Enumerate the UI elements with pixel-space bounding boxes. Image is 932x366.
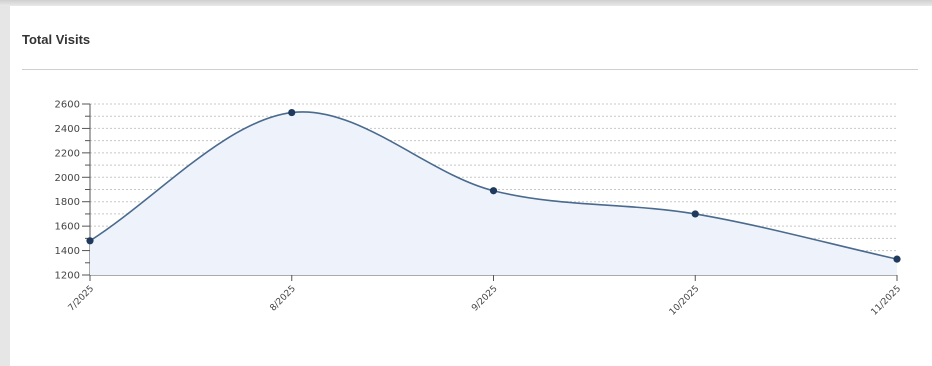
data-point-7-2025[interactable]	[86, 237, 94, 245]
x-tick-label: 11/2025	[870, 284, 904, 318]
data-point-8-2025[interactable]	[288, 108, 296, 117]
x-tick-label: 7/2025	[67, 284, 96, 313]
y-tick-label: 2200	[55, 148, 80, 159]
y-tick-label: 2600	[55, 100, 80, 111]
data-point-9-2025[interactable]	[489, 187, 498, 195]
x-tick-label: 10/2025	[668, 284, 702, 318]
title-divider	[22, 69, 918, 70]
point-layer	[86, 108, 901, 263]
y-tick-label: 1400	[55, 246, 80, 257]
y-tick-label: 2000	[55, 173, 80, 184]
y-tick-label: 1200	[55, 271, 80, 282]
data-point-11-2025[interactable]	[893, 255, 901, 263]
y-tick-label: 1800	[55, 197, 80, 208]
window-top-edge	[0, 0, 932, 6]
x-tick-label: 9/2025	[470, 284, 499, 313]
y-tick-label: 2400	[55, 124, 80, 135]
y-tick-label: 1600	[55, 222, 80, 233]
panel-title: Total Visits	[22, 32, 91, 47]
data-point-10-2025[interactable]	[691, 210, 699, 218]
x-tick-label: 8/2025	[268, 284, 297, 313]
